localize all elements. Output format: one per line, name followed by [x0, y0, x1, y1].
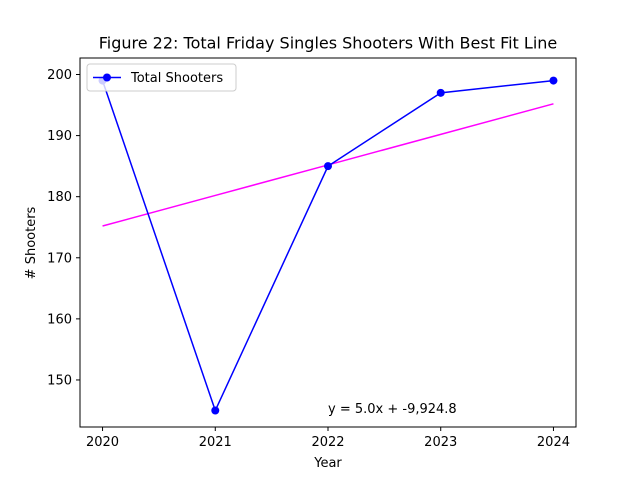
- x-tick-label: 2020: [86, 435, 119, 450]
- x-tick-label: 2021: [199, 435, 232, 450]
- x-tick-label: 2023: [424, 435, 457, 450]
- y-tick-label: 150: [47, 373, 72, 388]
- legend-box: [86, 63, 237, 92]
- y-axis-title: # Shooters: [24, 206, 39, 279]
- y-tick-label: 170: [47, 251, 72, 266]
- x-axis-title: Year: [313, 456, 342, 471]
- plot-area: 2020 2021 2022 2023 2024 150 160 170 180 190 200 y …: [47, 57, 577, 450]
- plot-frame: [79, 57, 577, 428]
- y-tick-label: 200: [47, 68, 72, 83]
- data-point: [211, 406, 220, 415]
- data-point: [324, 162, 332, 171]
- y-tick-label: 160: [47, 312, 72, 327]
- data-point: [436, 88, 445, 97]
- x-tick-label: 2024: [537, 435, 570, 450]
- chart-title: Figure 22: Total Friday Singles Shooters…: [99, 34, 558, 53]
- x-tick-label: 2022: [311, 435, 344, 450]
- data-point: [549, 76, 558, 85]
- legend-marker-swatch: [103, 73, 111, 82]
- fit-equation-annotation: y = 5.0x + -9,924.8: [328, 402, 457, 417]
- legend-label: Total Shooters: [130, 71, 223, 86]
- y-tick-label: 190: [47, 129, 72, 144]
- y-tick-label: 180: [47, 190, 72, 205]
